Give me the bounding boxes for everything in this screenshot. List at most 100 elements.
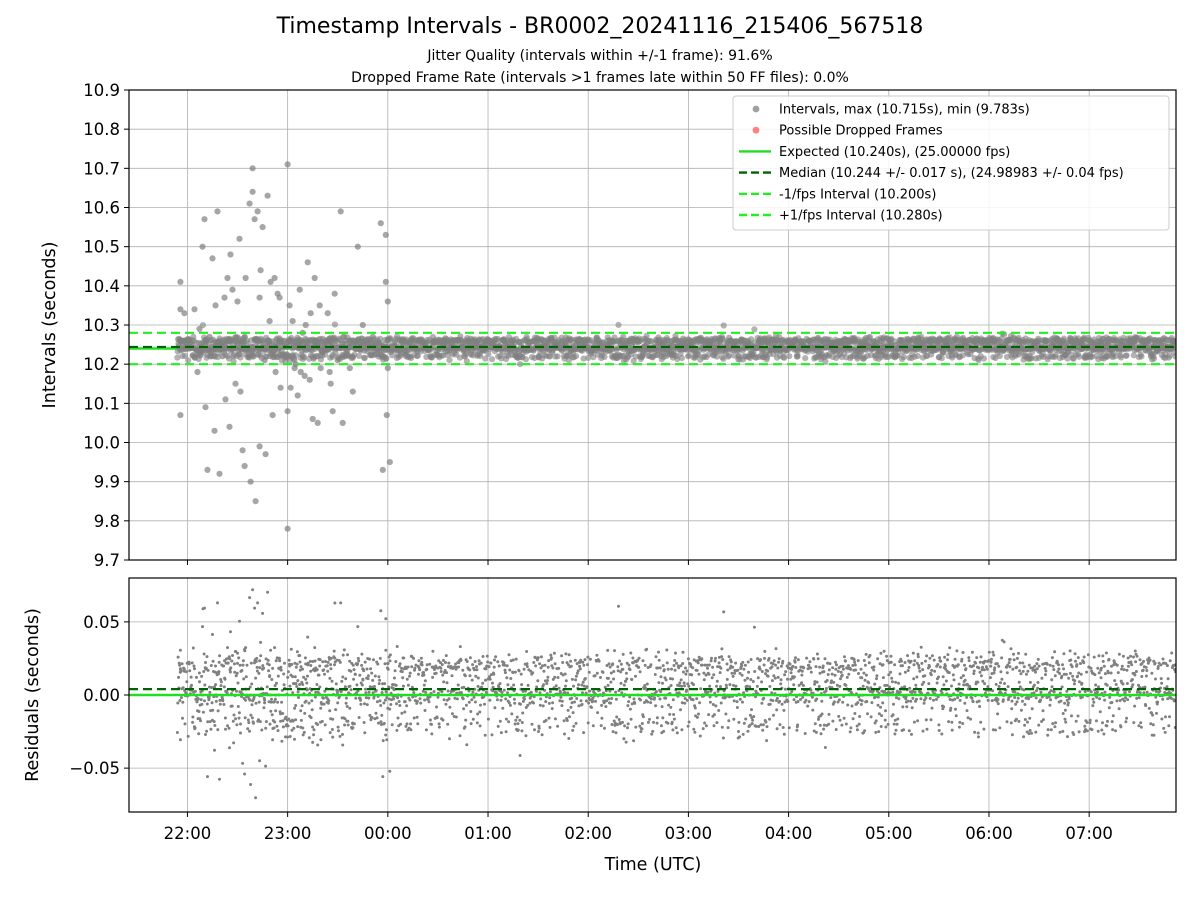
residual-point	[809, 670, 813, 674]
residual-point	[337, 729, 340, 733]
residual-point	[851, 664, 855, 667]
residual-point	[179, 669, 183, 673]
residual-point	[242, 677, 246, 681]
residual-point	[877, 730, 881, 734]
interval-outlier-point	[256, 443, 263, 450]
residual-point	[505, 676, 509, 680]
residual-point	[553, 662, 557, 666]
residual-point	[535, 658, 539, 662]
residual-point	[808, 660, 812, 664]
residual-point	[566, 663, 570, 667]
interval-point	[1172, 353, 1176, 360]
residual-point	[666, 667, 670, 671]
residual-point	[750, 722, 754, 726]
residual-point	[293, 737, 296, 741]
interval-outlier-point	[222, 396, 229, 403]
residual-point	[824, 687, 828, 690]
residual-point	[545, 682, 549, 685]
residual-point	[899, 659, 903, 663]
residual-point	[837, 714, 841, 718]
residual-point	[755, 684, 759, 688]
residual-point	[609, 671, 613, 675]
residual-point	[525, 650, 529, 653]
interval-point	[1172, 339, 1176, 346]
residual-point	[202, 652, 206, 656]
residual-point	[584, 699, 588, 703]
residual-point	[219, 678, 223, 681]
residual-point	[276, 674, 280, 678]
residual-point	[444, 702, 448, 706]
residual-point	[916, 652, 920, 656]
residual-point	[741, 700, 744, 704]
residual-point	[259, 654, 263, 658]
residual-point	[232, 741, 236, 745]
residual-point	[673, 668, 677, 672]
interval-point	[185, 357, 192, 364]
residual-point	[661, 716, 665, 720]
interval-outlier-point	[247, 478, 254, 485]
residual-point	[840, 723, 844, 727]
residual-point	[206, 668, 210, 672]
residual-point	[264, 720, 268, 724]
residual-point	[704, 724, 708, 728]
residual-point	[559, 695, 563, 699]
residual-point	[258, 666, 262, 670]
interval-point	[1076, 353, 1083, 360]
residual-point	[579, 658, 583, 662]
residual-point	[757, 725, 761, 728]
residual-point	[665, 661, 669, 665]
residual-point	[205, 702, 209, 706]
residual-point	[897, 697, 901, 701]
residual-point	[197, 732, 201, 736]
residual-point	[410, 685, 414, 689]
residual-point	[289, 647, 293, 651]
residual-point	[418, 697, 422, 701]
residual-point	[673, 659, 677, 662]
interval-outlier-point	[317, 365, 324, 372]
interval-point	[351, 351, 358, 358]
residual-point	[254, 676, 258, 680]
residual-point	[856, 701, 860, 705]
interval-outlier-point	[202, 404, 209, 411]
residual-point	[617, 718, 621, 721]
residual-point	[697, 672, 701, 676]
residual-point	[201, 710, 205, 714]
residual-point	[750, 708, 753, 712]
interval-outlier-point	[234, 298, 241, 305]
residual-point	[503, 663, 507, 667]
residual-point	[552, 651, 556, 655]
residual-point	[828, 662, 832, 666]
residual-point	[582, 684, 586, 688]
residual-point	[176, 655, 180, 659]
residual-point	[790, 690, 794, 693]
residual-point	[622, 737, 626, 741]
interval-point	[980, 355, 988, 362]
interval-outlier-point	[346, 365, 353, 372]
residual-point	[919, 645, 923, 649]
residual-point	[725, 677, 729, 681]
residual-point	[454, 662, 458, 666]
residual-point	[721, 736, 725, 740]
residual-point	[315, 683, 319, 686]
residual-point	[799, 698, 802, 701]
residual-point	[677, 666, 681, 670]
residual-point	[564, 679, 568, 683]
residual-point	[406, 665, 410, 669]
residual-point	[886, 722, 890, 726]
residual-point	[708, 684, 712, 688]
residual-point	[532, 661, 536, 664]
residual-point	[420, 663, 424, 667]
residual-point	[894, 680, 898, 684]
interval-outlier-point	[254, 208, 261, 215]
interval-outlier-point	[314, 419, 321, 426]
residual-point	[310, 708, 314, 712]
residual-point	[550, 664, 554, 668]
residual-point	[696, 661, 700, 665]
residual-point	[349, 669, 353, 673]
residual-point	[551, 677, 555, 681]
residual-point	[590, 706, 593, 709]
residual-point	[758, 667, 762, 671]
residual-point	[865, 700, 869, 703]
residual-point	[832, 680, 836, 684]
